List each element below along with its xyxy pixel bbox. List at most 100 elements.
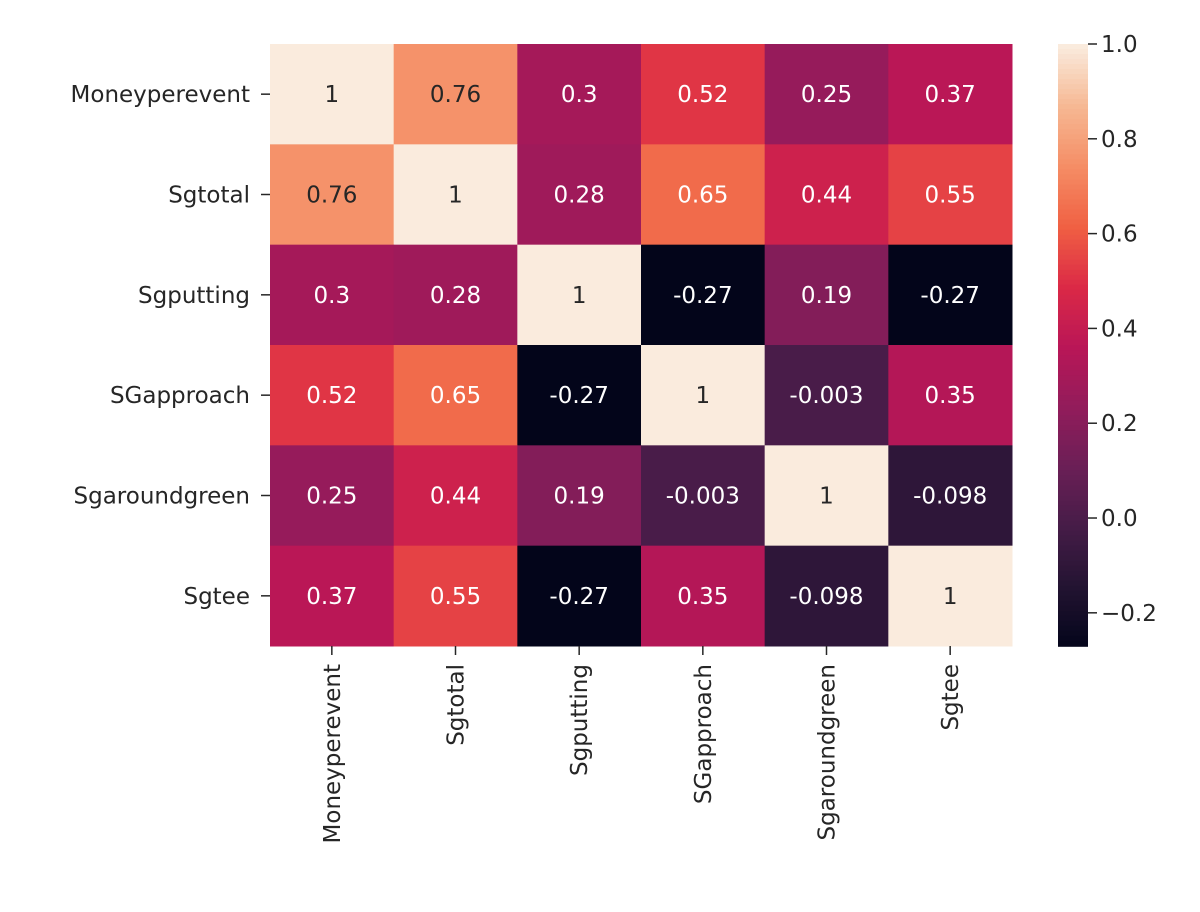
colorbar-segment [1058, 174, 1088, 181]
colorbar-segment [1058, 334, 1088, 341]
colorbar-tick-label: 0.0 [1101, 506, 1138, 532]
cell-annotation: 0.55 [925, 183, 976, 209]
heatmap-cell [393, 445, 518, 547]
cell-annotation: 0.37 [306, 584, 357, 610]
x-tick-label: SGapproach [691, 664, 717, 804]
colorbar-segment [1058, 485, 1088, 492]
colorbar-segment [1058, 435, 1088, 442]
y-tick-label: SGapproach [110, 383, 250, 409]
colorbar-segment [1058, 460, 1088, 467]
colorbar-segment [1058, 605, 1088, 612]
colorbar-segment [1058, 134, 1088, 141]
cell-annotation: 0.19 [554, 484, 605, 510]
colorbar-segment [1058, 595, 1088, 602]
cell-annotation: -0.27 [673, 283, 733, 309]
colorbar-segment [1058, 159, 1088, 166]
y-tick-label: Sgtee [183, 584, 250, 610]
colorbar-segment [1058, 465, 1088, 472]
colorbar-segment [1058, 390, 1088, 396]
heatmap-cell [641, 445, 766, 547]
colorbar-segment [1058, 585, 1088, 592]
colorbar-segment [1058, 99, 1088, 105]
colorbar-segment [1058, 184, 1088, 191]
colorbar-segment [1058, 339, 1088, 346]
heatmap-cell [393, 545, 518, 647]
heatmap-cell [393, 345, 518, 446]
colorbar-segment [1058, 625, 1088, 632]
colorbar-segment [1058, 309, 1088, 316]
colorbar-segment [1058, 365, 1088, 371]
colorbar-segment [1058, 580, 1088, 587]
colorbar-segment [1058, 490, 1088, 497]
colorbar-segment [1058, 224, 1088, 231]
colorbar-segment [1058, 94, 1088, 100]
cell-annotation: 0.65 [677, 183, 728, 209]
cell-annotation: -0.003 [666, 484, 740, 510]
colorbar-segment [1058, 249, 1088, 256]
heatmap-cell [270, 445, 395, 547]
heatmap-cell [517, 44, 642, 145]
colorbar-segment [1058, 279, 1088, 286]
colorbar-segment [1058, 84, 1088, 90]
colorbar-segment [1058, 179, 1088, 186]
colorbar-segment [1058, 194, 1088, 201]
colorbar-segment [1058, 299, 1088, 306]
colorbar-segment [1058, 405, 1088, 412]
y-tick-label: Sgtotal [168, 183, 250, 209]
cell-annotation: 0.44 [430, 484, 481, 510]
colorbar-segment [1058, 535, 1088, 542]
colorbar-segment [1058, 304, 1088, 311]
colorbar-segment [1058, 269, 1088, 276]
heatmap-cell [641, 144, 766, 246]
colorbar-segment [1058, 375, 1088, 381]
colorbar-segment [1058, 109, 1088, 116]
colorbar-segment [1058, 640, 1088, 647]
colorbar-segment [1058, 450, 1088, 457]
cell-annotation: 0.76 [306, 183, 357, 209]
colorbar-segment [1058, 570, 1088, 577]
colorbar-segment [1058, 219, 1088, 226]
colorbar-segment [1058, 154, 1088, 161]
colorbar-segment [1058, 395, 1088, 401]
colorbar-segment [1058, 324, 1088, 331]
colorbar-segment [1058, 445, 1088, 452]
heatmap-cell [270, 144, 395, 246]
heatmap-cell [393, 244, 518, 346]
heatmap-cell [888, 445, 1013, 547]
colorbar-segment [1058, 264, 1088, 271]
heatmap-cell [764, 144, 889, 246]
colorbar-segment [1058, 505, 1088, 512]
heatmap-cell [764, 445, 889, 547]
colorbar-segment [1058, 520, 1088, 527]
colorbar-segment [1058, 244, 1088, 251]
colorbar-segment [1058, 129, 1088, 136]
colorbar-segment [1058, 234, 1088, 241]
colorbar-segment [1058, 189, 1088, 196]
cell-annotation: -0.098 [789, 584, 863, 610]
colorbar-segment [1058, 204, 1088, 211]
colorbar-tick-label: 0.8 [1101, 127, 1138, 153]
colorbar-segment [1058, 380, 1088, 386]
cell-annotation: 0.25 [306, 484, 357, 510]
colorbar-segment [1058, 289, 1088, 296]
colorbar-segment [1058, 420, 1088, 427]
heatmap-cell [764, 244, 889, 346]
colorbar-segment [1058, 610, 1088, 617]
colorbar-segment [1058, 89, 1088, 95]
colorbar-segment [1058, 620, 1088, 627]
colorbar-segment [1058, 470, 1088, 477]
colorbar-tick-label: 0.4 [1101, 316, 1138, 342]
colorbar-segment [1058, 64, 1088, 70]
colorbar-segment [1058, 350, 1088, 356]
heatmap-cell [517, 445, 642, 547]
cell-annotation: 0.76 [430, 82, 481, 108]
y-tick-label: Moneyperevent [71, 82, 250, 108]
colorbar-segment [1058, 104, 1088, 111]
cell-annotation: 0.52 [306, 383, 357, 409]
cell-annotation: 0.28 [554, 183, 605, 209]
heatmap-cell [888, 144, 1013, 246]
colorbar-segment [1058, 274, 1088, 281]
colorbar-tick-label: 1.0 [1101, 32, 1138, 58]
colorbar-segment [1058, 149, 1088, 156]
